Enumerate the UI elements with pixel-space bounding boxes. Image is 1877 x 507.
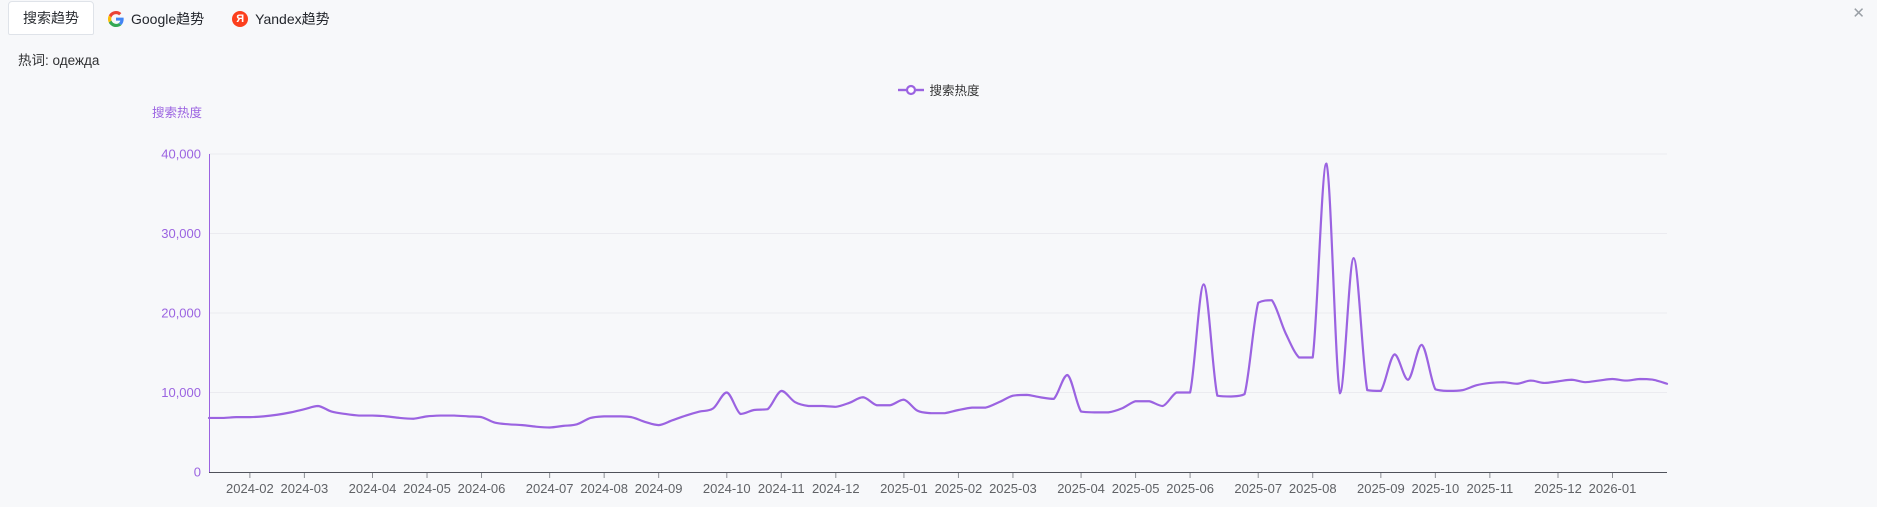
svg-text:2025-03: 2025-03 [989,481,1037,496]
svg-text:2024-06: 2024-06 [458,481,506,496]
tab-yandex-trend[interactable]: Я Yandex趋势 [218,3,343,35]
close-icon[interactable]: ✕ [1848,2,1869,25]
legend-item[interactable]: 搜索热度 [897,80,980,99]
svg-text:2024-02: 2024-02 [226,481,274,496]
yandex-logo-icon: Я [232,11,249,27]
tab-google-trend[interactable]: Google趋势 [94,3,218,35]
svg-text:2025-02: 2025-02 [935,481,983,496]
tab-search-trend-label: 搜索趋势 [23,10,79,26]
svg-text:2025-01: 2025-01 [880,481,928,496]
svg-text:2025-10: 2025-10 [1411,481,1459,496]
svg-text:2025-05: 2025-05 [1112,481,1160,496]
svg-text:2025-06: 2025-06 [1166,481,1214,496]
svg-text:2026-01: 2026-01 [1589,481,1637,496]
legend-label: 搜索热度 [929,84,980,98]
svg-text:2025-09: 2025-09 [1357,481,1405,496]
svg-text:2025-07: 2025-07 [1234,481,1282,496]
series-line[interactable] [207,162,1669,429]
svg-text:2024-03: 2024-03 [281,481,329,496]
trend-panel: ✕ 搜索趋势 Google趋势 Я Yandex趋势 热词: одежда [0,0,1877,496]
svg-text:2024-10: 2024-10 [703,481,751,496]
svg-text:2024-08: 2024-08 [580,481,628,496]
svg-text:2025-11: 2025-11 [1466,481,1513,496]
tab-google-trend-label: Google趋势 [131,11,205,27]
svg-text:2024-09: 2024-09 [635,481,683,496]
y-axis-title: 搜索热度 [152,106,203,120]
svg-text:10,000: 10,000 [161,385,201,400]
google-logo-icon [108,11,124,27]
svg-text:2024-04: 2024-04 [349,481,397,496]
svg-text:2025-08: 2025-08 [1289,481,1337,496]
svg-text:2025-12: 2025-12 [1534,481,1582,496]
svg-text:0: 0 [194,465,201,480]
tab-yandex-trend-label: Yandex趋势 [255,11,330,27]
svg-text:2024-07: 2024-07 [526,481,574,496]
svg-text:2024-05: 2024-05 [403,481,451,496]
hot-word: 热词: одежда [18,49,99,69]
svg-text:20,000: 20,000 [161,306,201,321]
svg-text:2025-04: 2025-04 [1057,481,1105,496]
legend-line-icon [897,84,924,95]
hot-word-value: одежда [52,53,100,68]
svg-text:2024-11: 2024-11 [758,481,805,496]
svg-text:40,000: 40,000 [161,147,201,162]
svg-text:2024-12: 2024-12 [812,481,860,496]
tab-search-trend[interactable]: 搜索趋势 [8,1,94,35]
hot-word-label: 热词: [18,53,49,68]
svg-text:30,000: 30,000 [161,226,201,241]
tab-bar: 搜索趋势 Google趋势 Я Yandex趋势 [0,0,1877,37]
